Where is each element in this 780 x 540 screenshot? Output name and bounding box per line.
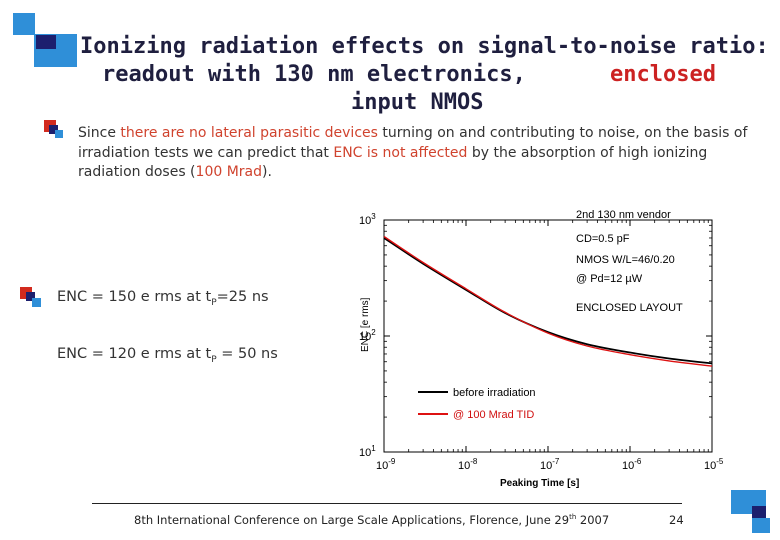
- bullet-square: [20, 287, 42, 307]
- title-line-2: readout with 130 nm electronics,: [102, 62, 526, 87]
- x-tick-label: 10-5: [704, 457, 724, 472]
- title-line-3: input NMOS: [351, 90, 484, 115]
- chart-annotation: ENCLOSED LAYOUT: [576, 302, 683, 314]
- footer-divider: [92, 503, 682, 504]
- footer-conference: 8th International Conference on Large Sc…: [134, 513, 610, 527]
- series-line-0: [383, 237, 713, 365]
- x-tick-label: 10-9: [376, 457, 396, 472]
- logo-square-blue: [13, 13, 35, 35]
- x-tick-label: 10-7: [540, 457, 560, 472]
- enc-line-2: ENC = 120 e rms at tP = 50 ns: [57, 346, 278, 365]
- y-tick-label: 101: [359, 444, 376, 459]
- y-tick-label: 103: [359, 212, 376, 227]
- chart-annotation: 2nd 130 nm vendor: [576, 209, 671, 221]
- series-line-1: [383, 235, 713, 367]
- bullet-square: [44, 120, 64, 138]
- chart-annotation: @ Pd=12 µW: [576, 273, 643, 285]
- title-line-1: Ionizing radiation effects on signal-to-…: [80, 34, 780, 59]
- x-tick-label: 10-8: [458, 457, 478, 472]
- title-highlight: enclosed: [610, 62, 716, 87]
- bullet-text: Since there are no lateral parasitic dev…: [78, 125, 748, 180]
- page-number: 24: [669, 513, 684, 527]
- logo-square-dark: [36, 35, 56, 49]
- chart-annotation: NMOS W/L=46/0.20: [576, 254, 675, 266]
- chart-annotation: CD=0.5 pF: [576, 233, 630, 245]
- legend-label: @ 100 Mrad TID: [453, 409, 534, 421]
- enc-line-1: ENC = 150 e rms at tP=25 ns: [57, 289, 269, 308]
- x-axis-title: Peaking Time [s]: [500, 478, 579, 489]
- y-axis-title: ENC [e rms]: [360, 297, 371, 352]
- x-tick-label: 10-6: [622, 457, 642, 472]
- logo-square-blue: [752, 518, 770, 533]
- logo-square-dark: [752, 506, 766, 518]
- legend-label: before irradiation: [453, 387, 536, 399]
